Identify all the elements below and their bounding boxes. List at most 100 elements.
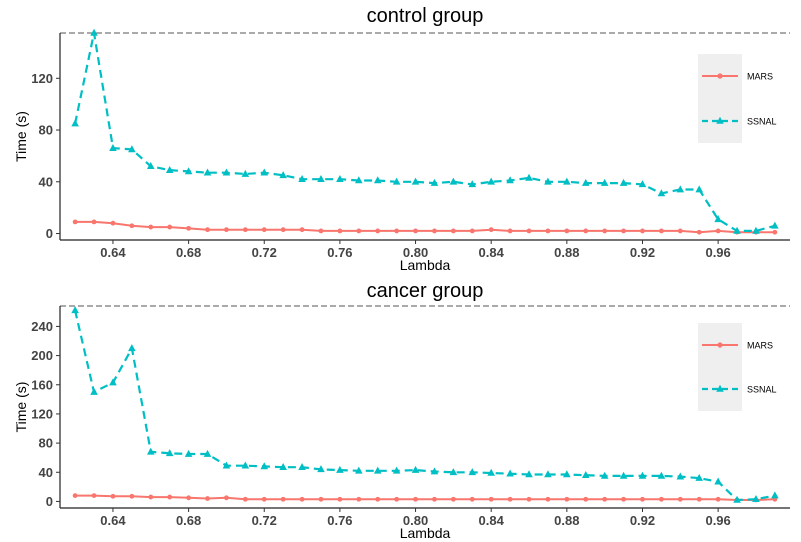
data-point-mars: [280, 496, 286, 502]
data-point-ssnal: [525, 470, 533, 478]
data-point-mars: [337, 496, 343, 502]
data-point-ssnal: [487, 177, 495, 185]
x-tick-label: 0.76: [327, 245, 352, 260]
data-point-ssnal: [222, 168, 231, 176]
legend-label-mars: MARS: [747, 72, 773, 82]
data-point-mars: [205, 227, 210, 233]
x-axis-label: Lambda: [400, 525, 451, 541]
data-point-mars: [110, 220, 116, 226]
x-tick-label: 0.88: [554, 513, 579, 528]
data-point-mars: [299, 496, 305, 502]
data-point-mars: [564, 496, 570, 502]
y-tick-label: 200: [31, 348, 53, 363]
data-point-mars: [91, 219, 97, 225]
data-point-ssnal: [449, 468, 458, 476]
series-line-mars: [75, 220, 775, 234]
data-point-ssnal: [298, 462, 306, 470]
data-point-mars: [129, 493, 135, 499]
data-point-mars: [167, 224, 173, 230]
data-point-mars: [715, 228, 721, 234]
y-tick-label: 80: [39, 123, 53, 138]
data-point-ssnal: [336, 465, 344, 473]
chart-title: cancer group: [367, 280, 484, 302]
data-point-mars: [375, 496, 381, 502]
x-tick-label: 0.64: [100, 245, 126, 260]
data-point-ssnal: [71, 306, 79, 314]
data-point-mars: [148, 224, 154, 230]
data-point-ssnal: [90, 387, 98, 395]
data-point-mars: [640, 496, 645, 502]
data-point-mars: [280, 227, 286, 233]
data-point-ssnal: [411, 177, 420, 185]
data-point-ssnal: [373, 176, 382, 184]
data-point-mars: [375, 228, 381, 234]
data-point-mars: [526, 496, 532, 502]
data-point-mars: [394, 228, 400, 234]
data-point-ssnal: [165, 449, 174, 457]
legend-marker-mars: [717, 73, 723, 79]
data-point-ssnal: [676, 472, 685, 480]
data-point-ssnal: [128, 344, 136, 352]
y-tick-label: 120: [31, 406, 53, 421]
data-point-ssnal: [600, 178, 609, 186]
data-point-ssnal: [222, 461, 231, 469]
x-tick-label: 0.92: [630, 513, 655, 528]
data-point-mars: [469, 496, 475, 502]
data-point-mars: [242, 227, 248, 233]
data-point-mars: [545, 496, 551, 502]
legend-marker-ssnal: [716, 384, 724, 392]
data-point-mars: [129, 223, 135, 229]
data-point-ssnal: [657, 471, 666, 479]
data-point-mars: [91, 493, 97, 499]
x-tick-label: 0.88: [554, 245, 579, 260]
data-point-mars: [337, 228, 343, 234]
data-point-mars: [432, 228, 437, 234]
data-point-mars: [715, 496, 721, 502]
cancer-group-panel: cancer group Lambda Time (s) 0.64 0.68 0.7…: [13, 280, 790, 541]
data-point-mars: [677, 496, 683, 502]
data-point-mars: [450, 496, 456, 502]
x-tick-label: 0.64: [100, 513, 126, 528]
x-tick-label: 0.72: [252, 245, 277, 260]
legend-label-mars: MARS: [747, 341, 773, 351]
data-point-ssnal: [184, 449, 193, 457]
data-point-ssnal: [600, 471, 609, 479]
y-tick-label: 240: [31, 319, 53, 334]
legend-box: [698, 54, 742, 143]
data-point-ssnal: [771, 221, 779, 229]
data-point-ssnal: [581, 470, 590, 478]
data-point-mars: [318, 496, 324, 502]
data-point-mars: [356, 496, 362, 502]
data-point-mars: [640, 228, 645, 234]
data-point-ssnal: [714, 477, 722, 485]
data-point-ssnal: [506, 176, 514, 184]
data-point-ssnal: [468, 180, 477, 188]
data-point-ssnal: [355, 466, 363, 474]
y-tick-label: 0: [46, 494, 53, 509]
data-point-ssnal: [563, 470, 571, 478]
chart-title: control group: [367, 5, 484, 27]
x-tick-label: 0.76: [327, 513, 352, 528]
data-point-mars: [72, 493, 78, 499]
data-point-mars: [205, 496, 210, 501]
data-point-ssnal: [638, 471, 647, 479]
data-point-mars: [450, 228, 456, 234]
data-point-mars: [186, 495, 192, 501]
data-point-ssnal: [449, 177, 458, 185]
x-tick-label: 0.80: [403, 513, 428, 528]
legend-marker-ssnal: [716, 116, 724, 124]
data-point-mars: [545, 228, 551, 234]
data-point-mars: [110, 493, 116, 499]
series-line-ssnal: [74, 310, 776, 502]
data-point-mars: [602, 228, 608, 234]
series-line-ssnal: [74, 31, 776, 232]
control-group-panel: control group Lambda Time (s) 0.64 0.68 0.…: [13, 5, 790, 273]
data-point-ssnal: [771, 491, 779, 499]
data-point-ssnal: [260, 168, 269, 176]
data-point-mars: [72, 219, 78, 225]
x-tick-label: 0.84: [479, 245, 505, 260]
data-point-mars: [677, 228, 683, 234]
data-point-mars: [602, 496, 608, 502]
y-tick-label: 40: [39, 174, 53, 189]
